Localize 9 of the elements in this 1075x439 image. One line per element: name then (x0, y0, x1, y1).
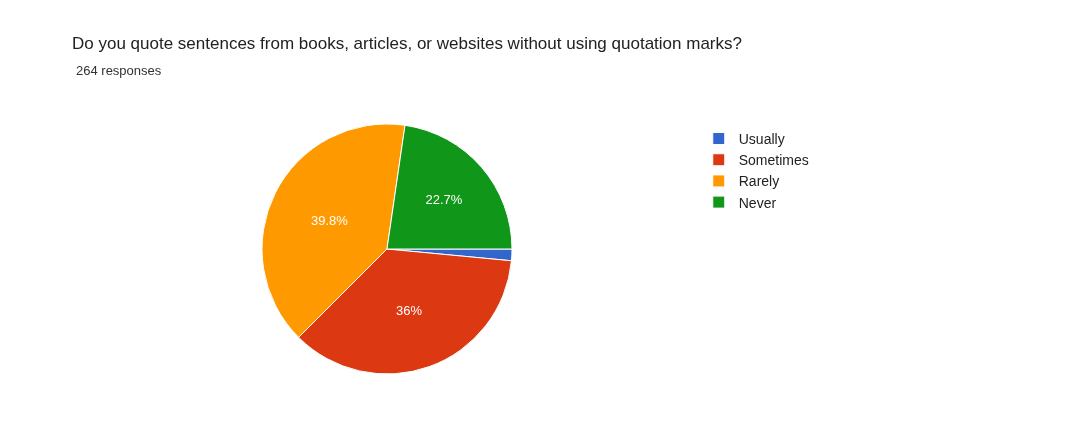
legend-label: Sometimes (738, 152, 809, 169)
legend-label: Rarely (738, 173, 780, 190)
text: 264 responses (76, 63, 162, 78)
data-label: 36% (396, 303, 423, 319)
legend-label: Usually (738, 130, 785, 147)
data-label: 22.7% (425, 192, 463, 208)
data-label: 39.8% (311, 212, 349, 228)
legend-label: Never (738, 194, 777, 211)
chart-title: Do you quote sentences from books, articles, or websites without using quotation marks? (72, 33, 742, 53)
